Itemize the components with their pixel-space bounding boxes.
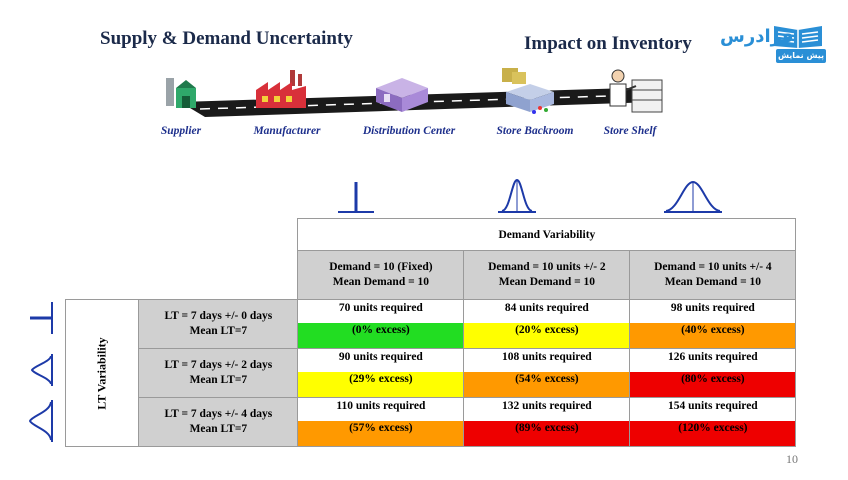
row-header-line2: Mean LT=7: [189, 325, 248, 337]
manufacturer-icon: [256, 70, 306, 108]
excess-percent: (0% excess): [351, 324, 410, 336]
watermark-tag: پیش نمایش: [776, 49, 826, 63]
store-shelf-icon: [609, 69, 663, 113]
lt-wide-distribution-icon: [28, 400, 53, 442]
stage-label-supplier: Supplier: [160, 125, 202, 137]
column-header-plus-minus-2: Demand = 10 units +/- 2 Mean Demand = 10: [463, 250, 631, 300]
slide-title-right: Impact on Inventory: [524, 33, 692, 54]
matrix-cell: 154 units required (120% excess): [629, 397, 797, 447]
units-required: 154 units required: [668, 400, 758, 412]
excess-percent: (54% excess): [515, 373, 579, 385]
demand-variability-header: Demand Variability: [297, 218, 797, 251]
lt-fixed-distribution-icon: [30, 302, 53, 334]
row-header-line1: LT = 7 days +/- 4 days: [164, 408, 273, 420]
units-required: 108 units required: [502, 351, 592, 363]
empty-corner: [66, 219, 298, 251]
excess-percent: (89% excess): [515, 422, 579, 434]
matrix-cell: 110 units required (57% excess): [297, 397, 465, 447]
stage-label-manufacturer: Manufacturer: [253, 125, 321, 137]
column-header-line2: Mean Demand = 10: [498, 276, 596, 288]
column-header-fixed: Demand = 10 (Fixed) Mean Demand = 10: [297, 250, 465, 300]
stage-label-distribution-center: Distribution Center: [362, 125, 456, 137]
units-required: 84 units required: [504, 302, 589, 314]
fixed-distribution-icon: [338, 182, 374, 213]
watermark-brand: فرادرس: [720, 26, 794, 47]
excess-percent: (120% excess): [678, 422, 748, 434]
column-header-line1: Demand = 10 units +/- 4: [654, 261, 772, 273]
excess-percent: (57% excess): [349, 422, 413, 434]
units-required: 126 units required: [668, 351, 758, 363]
matrix-cell: 98 units required (40% excess): [629, 299, 797, 349]
distribution-center-icon: [376, 78, 428, 112]
column-header-plus-minus-4: Demand = 10 units +/- 4 Mean Demand = 10: [629, 250, 797, 300]
lt-variability-text: LT Variability: [94, 336, 109, 410]
lt-variability-label: LT Variability: [64, 299, 140, 447]
narrow-distribution-icon: [498, 178, 536, 213]
excess-percent: (29% excess): [349, 373, 413, 385]
row-header-lt-4: LT = 7 days +/- 4 days Mean LT=7: [138, 397, 299, 447]
column-header-line1: Demand = 10 units +/- 2: [488, 261, 606, 273]
matrix-cell: 132 units required (89% excess): [463, 397, 631, 447]
units-required: 110 units required: [336, 400, 426, 412]
matrix-cell: 84 units required (20% excess): [463, 299, 631, 349]
row-header-line2: Mean LT=7: [189, 374, 248, 386]
units-required: 132 units required: [502, 400, 592, 412]
column-header-line1: Demand = 10 (Fixed): [329, 261, 433, 273]
empty-corner-2: [66, 251, 298, 300]
matrix-cell: 108 units required (54% excess): [463, 348, 631, 398]
supplier-icon: [166, 78, 196, 108]
stage-label-store-shelf: Store Shelf: [603, 125, 657, 137]
matrix-cell: 126 units required (80% excess): [629, 348, 797, 398]
book-logo-icon: [774, 26, 822, 48]
matrix-cell: 90 units required (29% excess): [297, 348, 465, 398]
row-header-lt-0: LT = 7 days +/- 0 days Mean LT=7: [138, 299, 299, 349]
column-header-line2: Mean Demand = 10: [664, 276, 762, 288]
units-required: 70 units required: [338, 302, 423, 314]
excess-percent: (80% excess): [681, 373, 745, 385]
inventory-matrix: Demand Variability Demand = 10 (Fixed) M…: [64, 218, 797, 447]
row-header-line1: LT = 7 days +/- 0 days: [164, 310, 273, 322]
slide-title-left: Supply & Demand Uncertainty: [100, 28, 353, 49]
stage-label-store-backroom: Store Backroom: [496, 125, 574, 137]
units-required: 90 units required: [338, 351, 423, 363]
store-backroom-icon: [502, 68, 554, 114]
row-header-line1: LT = 7 days +/- 2 days: [164, 359, 273, 371]
wide-distribution-icon: [664, 180, 722, 213]
row-header-line2: Mean LT=7: [189, 423, 248, 435]
column-header-line2: Mean Demand = 10: [332, 276, 430, 288]
lt-narrow-distribution-icon: [30, 354, 53, 386]
excess-percent: (20% excess): [515, 324, 579, 336]
page-number: 10: [786, 452, 798, 466]
matrix-cell: 70 units required (0% excess): [297, 299, 465, 349]
units-required: 98 units required: [670, 302, 755, 314]
excess-percent: (40% excess): [681, 324, 745, 336]
row-header-lt-2: LT = 7 days +/- 2 days Mean LT=7: [138, 348, 299, 398]
